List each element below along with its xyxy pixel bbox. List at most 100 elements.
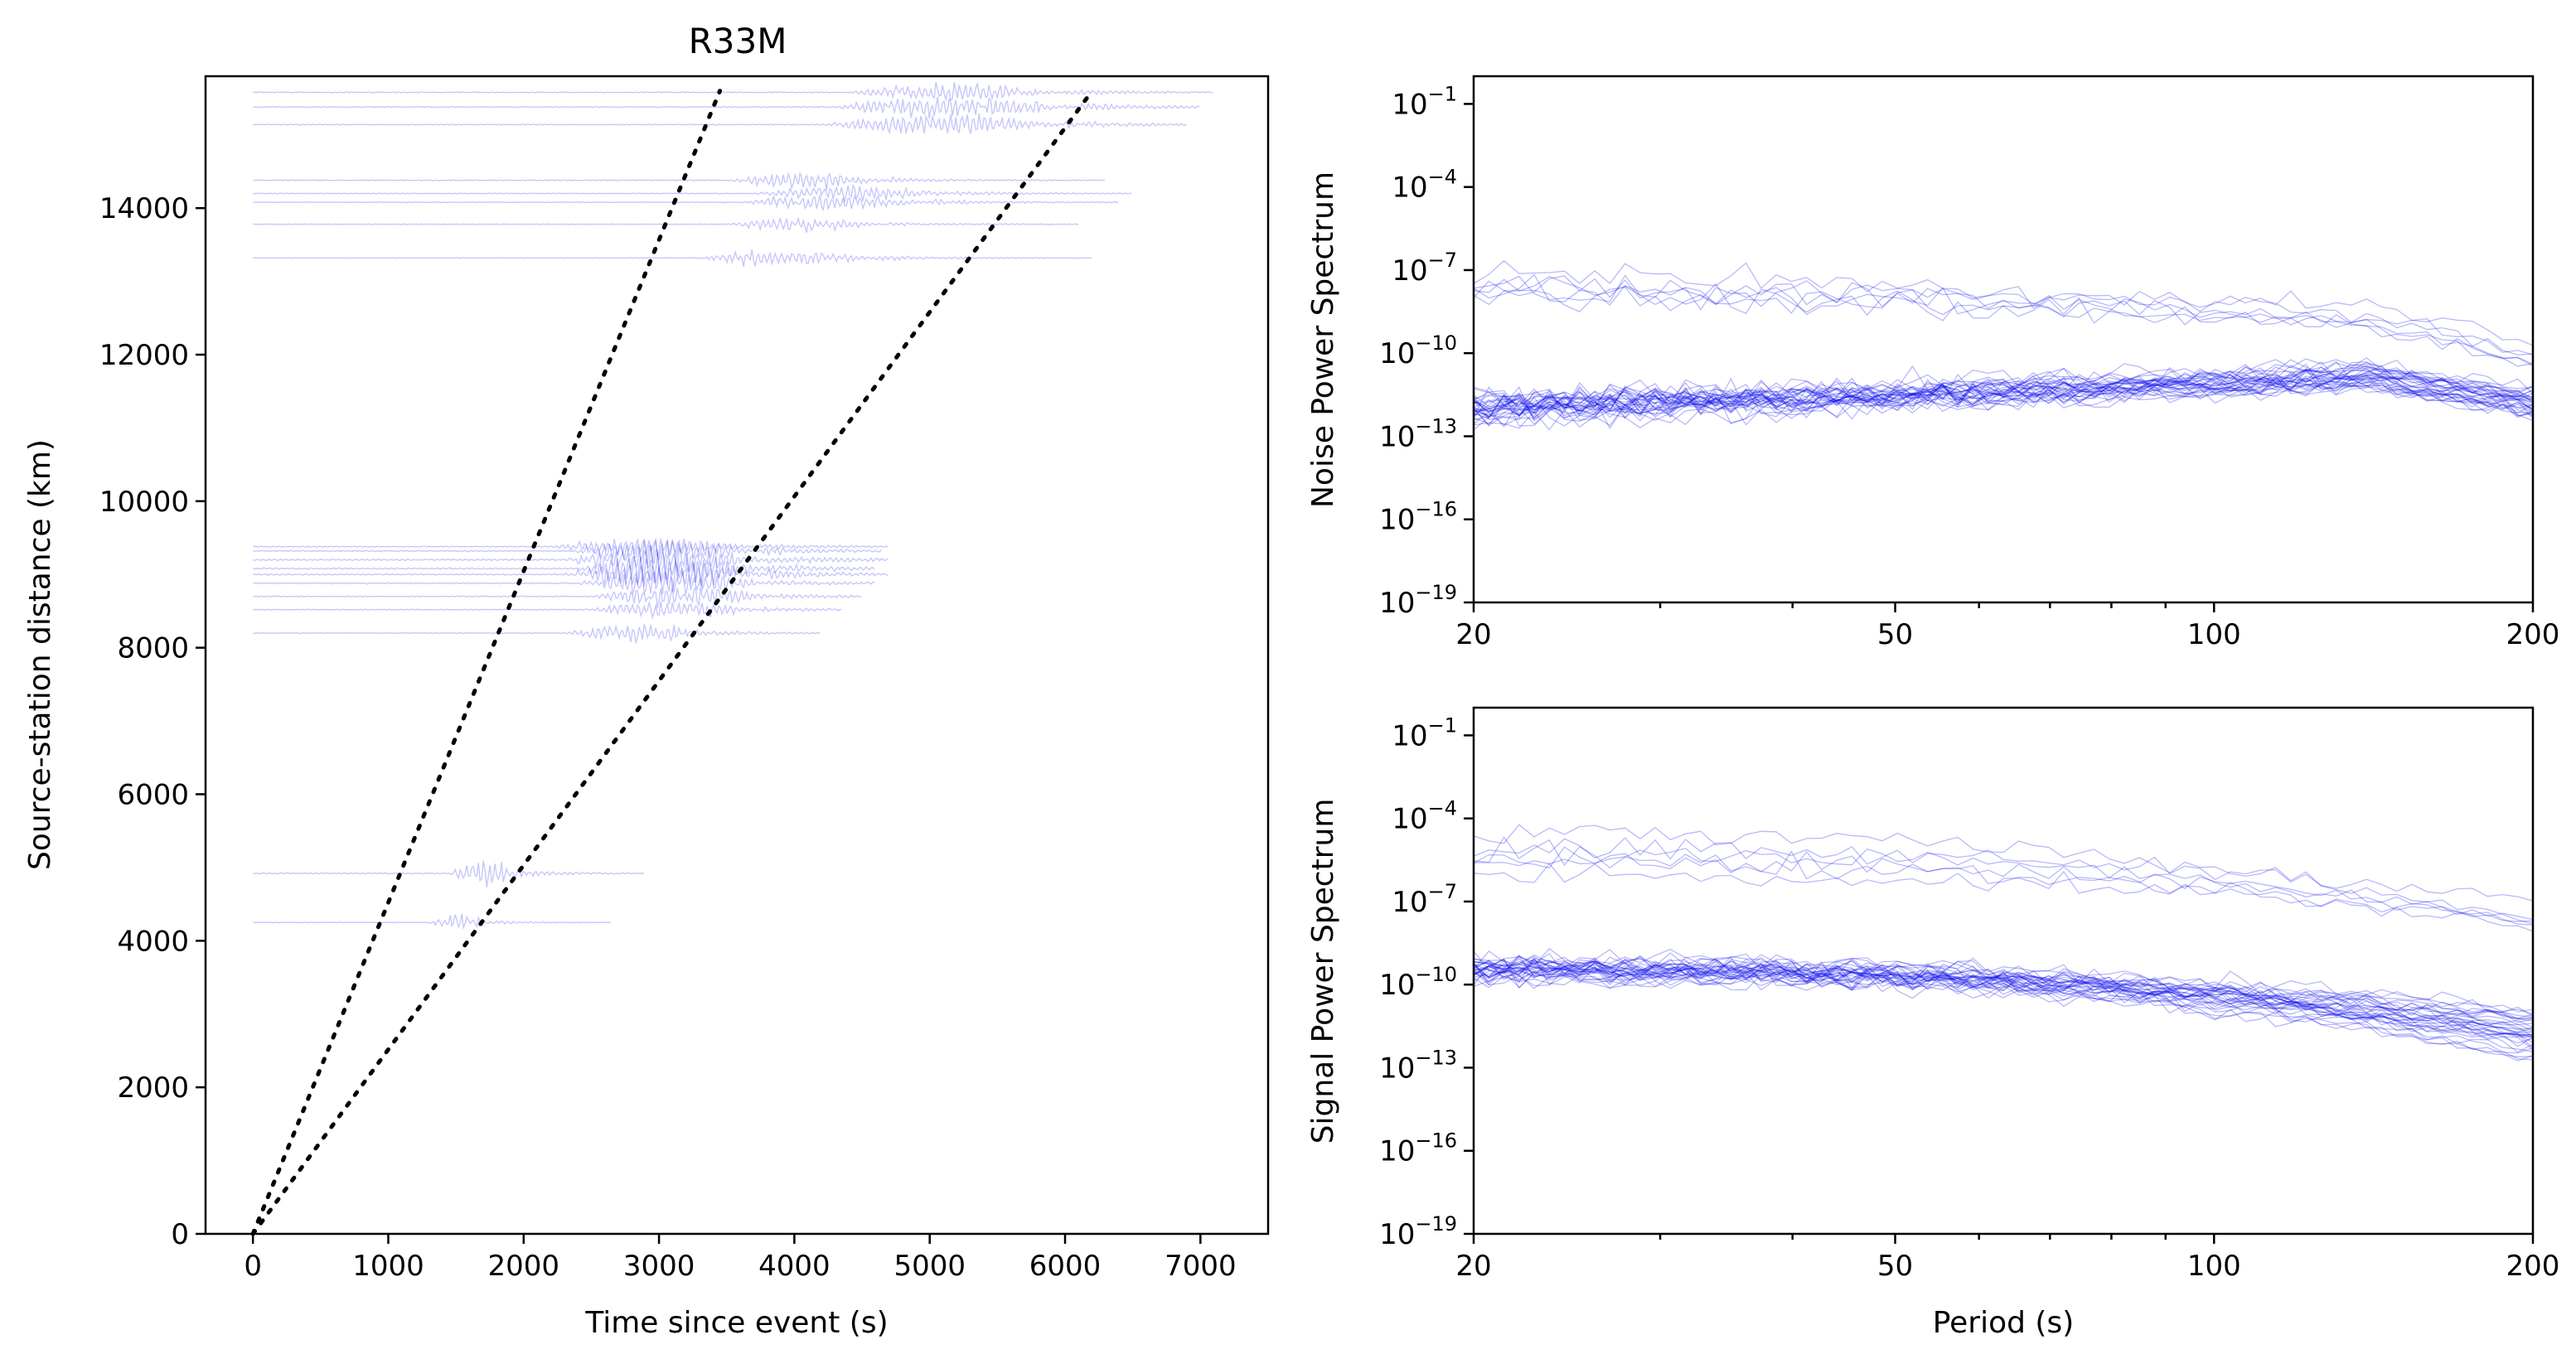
noise-spectrum-curve [1473, 359, 2534, 411]
noise-x-axis-ticks: 20 50 100 200 [1455, 602, 2559, 651]
y-axis-label: Source-station distance (km) [23, 439, 57, 870]
seismogram-trace [253, 600, 842, 620]
x-tick-label: 0 [244, 1250, 262, 1283]
seismogram-trace [253, 81, 1213, 102]
x-tick-label: 50 [1877, 618, 1913, 651]
seismogram-trace [253, 568, 875, 596]
seismogram-trace [253, 183, 1132, 203]
y-tick-label: 10−16 [1379, 498, 1457, 537]
seismogram-trace [253, 624, 821, 644]
signal-spectrum-curve [1473, 955, 2534, 1047]
signal-spectrum-curve [1473, 959, 2534, 1015]
signal-x-axis-ticks: 20 50 100 200 [1455, 1234, 2559, 1283]
noise-spectrum-curve [1473, 378, 2534, 416]
signal-spectrum-curve [1473, 957, 2534, 1036]
y-tick-label: 10−19 [1379, 581, 1457, 620]
signal-spectrum-curve [1473, 949, 2534, 1032]
noise-spectrum-curve [1473, 370, 2534, 414]
noise-spectrum-curve [1473, 368, 2534, 418]
seismogram-trace [252, 860, 645, 887]
signal-spectrum-curve [1473, 965, 2534, 1052]
signal-spectrum-curve [1473, 960, 2534, 1037]
signal-spectrum-curve [1473, 954, 2534, 1013]
noise-spectrum-curve [1473, 273, 2534, 355]
seismogram-trace [253, 249, 1092, 267]
signal-spectrum-curve [1473, 970, 2534, 1057]
y-tick-label: 6000 [117, 778, 189, 811]
seismogram-trace [252, 96, 1200, 118]
signal-spectrum-panel: 20 50 100 200 10−110−410−710−1010−1310−1610… [1306, 706, 2559, 1340]
x-tick-label: 3000 [623, 1250, 695, 1283]
y-tick-label: 10−19 [1379, 1212, 1457, 1251]
y-tick-label: 12000 [99, 339, 189, 372]
y-tick-label: 10−4 [1392, 797, 1457, 836]
seismogram-trace [253, 559, 889, 592]
signal-spectrum-curve [1473, 863, 2534, 922]
signal-spectrum-curve [1473, 957, 2534, 1018]
noise-spectrum-curve [1473, 375, 2534, 414]
seismogram-trace [253, 537, 889, 557]
noise-spectrum-curve [1473, 259, 2534, 355]
noise-spectrum-curve [1473, 384, 2534, 429]
noise-spectrum-curve [1473, 376, 2534, 425]
noise-spectrum-curve [1473, 368, 2534, 424]
seismogram-trace [252, 553, 875, 587]
y-tick-label: 10−10 [1379, 963, 1457, 1002]
y-tick-label: 10−13 [1379, 1046, 1457, 1085]
noise-spectrum-panel: 20 50 100 200 10−110−410−710−1010−1310−1610… [1306, 75, 2559, 651]
y-tick-label: 10−1 [1392, 82, 1457, 121]
signal-spectrum-curve [1473, 962, 2534, 1020]
x-tick-label: 200 [2506, 1250, 2560, 1283]
noise-spectrum-curve [1473, 377, 2534, 426]
signal-y-axis-label: Signal Power Spectrum [1306, 799, 1340, 1144]
seismogram-trace [253, 113, 1187, 135]
record-section-frame [204, 75, 1270, 1236]
noise-y-axis-ticks: 10−1 10−4 10−7 10−10 10−13 10−16 10−19 [1379, 82, 1474, 620]
y-tick-label: 10−1 [1392, 713, 1457, 752]
noise-spectrum-curve [1473, 369, 2534, 419]
signal-spectrum-curve [1473, 959, 2534, 1051]
signal-spectrum-curve [1473, 962, 2534, 1061]
x-tick-label: 4000 [758, 1250, 830, 1283]
x-tick-label: 6000 [1029, 1250, 1102, 1283]
signal-spectrum-curve [1473, 850, 2534, 932]
y-tick-label: 10−16 [1379, 1129, 1457, 1168]
noise-spectrum-curve [1473, 377, 2534, 429]
signal-spectrum-curve [1473, 956, 2534, 1028]
noise-spectrum-curve [1473, 365, 2534, 425]
signal-spectrum-curve [1473, 970, 2534, 1036]
noise-spectrum-curve [1473, 376, 2534, 418]
trace-group [252, 81, 1213, 930]
signal-spectrum-curve [1473, 958, 2534, 1044]
signal-spectrum-curve [1473, 969, 2534, 1061]
seismogram-trace [253, 539, 882, 564]
y-tick-label: 0 [171, 1218, 189, 1251]
y-tick-label: 8000 [117, 632, 189, 665]
noise-spectrum-curve [1473, 276, 2534, 367]
noise-spectrum-curve [1473, 363, 2534, 418]
x-tick-label: 20 [1455, 618, 1491, 651]
x-tick-label: 20 [1455, 1250, 1491, 1283]
noise-spectrum-curve [1473, 365, 2534, 422]
y-tick-label: 10−13 [1379, 414, 1457, 453]
noise-spectrum-curve [1473, 274, 2534, 365]
y-tick-label: 10−4 [1392, 166, 1457, 205]
signal-spectrum-curve [1473, 959, 2534, 1026]
y-tick-label: 10000 [99, 486, 189, 519]
signal-spectrum-curve [1473, 836, 2534, 926]
x-axis-ticks: 0 1000 2000 3000 4000 5000 6000 7000 [244, 1234, 1237, 1283]
noise-spectrum-curve [1473, 369, 2534, 428]
signal-spectrum-curve [1473, 955, 2534, 1032]
signal-spectrum-curve [1473, 960, 2534, 1053]
signal-spectrum-curve [1473, 962, 2534, 1037]
noise-spectrum-curve [1473, 361, 2534, 427]
signal-spectrum-curve [1473, 956, 2534, 1017]
signal-spectrum-curve [1473, 824, 2534, 925]
record-section-panel: R33M 0 1000 2000 3000 4000 5000 6000 7000 0 2000… [23, 21, 1270, 1340]
x-axis-label: Time since event (s) [584, 1306, 888, 1340]
signal-spectrum-curve [1473, 956, 2534, 1038]
noise-spectrum-curve [1473, 374, 2534, 416]
signal-curve-group [1473, 824, 2534, 1061]
noise-curve-group [1473, 259, 2534, 431]
